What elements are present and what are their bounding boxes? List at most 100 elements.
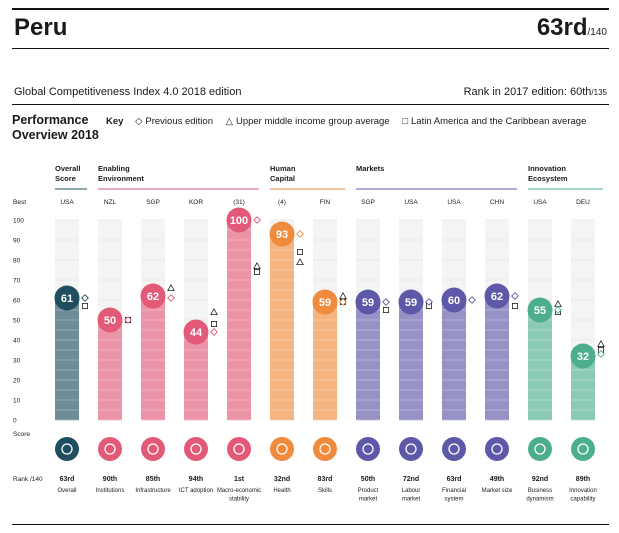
y-tick-label: 10 [13,398,21,405]
card-icon [442,437,466,461]
pillar-rank: 63rd [60,476,75,483]
chart-key: Key ◇ Previous edition △ Upper middle inco… [106,116,586,127]
score-circle [54,285,80,311]
previous-edition-marker [425,298,433,306]
triangle-icon: △ [225,116,233,127]
rank-2017-label: Rank in 2017 edition: 60th [463,86,592,98]
previous-edition-marker [382,298,390,306]
pillar-rank: 72nd [403,476,419,483]
previous-edition-marker [468,296,476,304]
score-bar [485,296,509,420]
skills-icon-glyph [319,443,331,455]
tag-icon [356,437,380,461]
score-value: 50 [104,315,116,327]
y-tick-label: 0 [13,418,17,425]
score-circle [570,343,596,369]
y-tick-label: 30 [13,358,21,365]
score-value: 59 [362,297,374,309]
previous-edition-marker [296,230,304,238]
group-label: Human [270,164,296,173]
rank-of: /140 [587,27,607,38]
score-value: 55 [534,305,546,317]
rank-row-label: Rank /140 [13,476,43,483]
best-economy-label: NZL [104,199,117,206]
previous-edition-marker [81,294,89,302]
latam-average-marker [253,268,260,275]
pillar-name: Product [358,488,379,494]
pillar-rank: 49th [490,476,504,483]
pillar-rank: 89th [576,476,590,483]
upper-middle-average-marker [167,283,175,292]
people-icon [399,437,423,461]
infrastructure-icon-glyph [147,443,159,455]
y-tick-label: 40 [13,338,21,345]
pillar-name: Institutions [96,488,125,494]
y-tick-label: 60 [13,298,21,305]
pillar-name: Skills [318,488,332,494]
country-name: Peru [14,14,68,41]
best-economy-label: (4) [278,199,286,206]
globe-icon [55,437,79,461]
latam-average-marker [512,302,519,309]
score-bar [55,298,79,420]
pillar-rank: 90th [103,476,117,483]
score-circle [269,221,295,247]
section-title: Performance Overview 2018 [12,113,99,143]
pillar-name: dynamism [526,497,553,503]
group-label: Capital [270,174,295,183]
section-rule [12,104,609,105]
bulb-icon [571,437,595,461]
chip-icon [184,437,208,461]
pillar-name: Innovation [569,488,597,494]
heart-icon [270,437,294,461]
upper-middle-average-marker [597,339,605,348]
pillar-name: Financial [442,488,466,494]
expand-icon [485,437,509,461]
score-bar [528,310,552,420]
pillar-rank: 94th [189,476,203,483]
square-icon: □ [402,116,409,127]
previous-edition-marker [511,292,519,300]
score-bar [270,234,294,420]
group-label: Overall [55,164,80,173]
bulb-icon-glyph [577,443,589,455]
y-tick-label: 90 [13,238,21,245]
score-circle [441,287,467,313]
building-icon [528,437,552,461]
score-bar [141,296,165,420]
score-circle [97,307,123,333]
section-title-line2: Overview 2018 [12,128,99,142]
latam-average-marker [210,320,217,327]
previous-edition-marker [253,216,261,224]
rank-2017: Rank in 2017 edition: 60th/135 [464,86,607,98]
best-row-label: Best [13,199,26,206]
score-circle [527,297,553,323]
y-tick-label: 70 [13,278,21,285]
upper-middle-average-marker [253,261,261,270]
header-rule [12,48,609,49]
pillar-name: market [402,497,421,503]
best-economy-label: DEU [576,199,590,206]
pillar-name: Infrastructure [135,488,171,494]
previous-edition-marker [167,294,175,302]
score-bar [184,332,208,420]
group-label: Innovation [528,164,566,173]
pillar-rank: 83rd [318,476,333,483]
skills-icon [313,437,337,461]
rank-value: 63rd [536,14,588,41]
upper-middle-average-marker [210,307,218,316]
latam-average-marker [296,248,303,255]
y-tick-label: 100 [13,218,24,225]
upper-middle-average-marker [296,257,304,266]
infrastructure-icon [141,437,165,461]
score-value: 60 [448,295,460,307]
score-value: 62 [147,291,159,303]
building-icon-glyph [534,443,546,455]
pillar-name: system [444,497,463,503]
pillar-name: ICT adoption [179,488,213,494]
institution-icon [98,437,122,461]
best-economy-label: USA [404,199,418,206]
group-label: Score [55,174,76,183]
chip-icon-glyph [190,443,202,455]
pillar-name: Labour [402,488,421,494]
